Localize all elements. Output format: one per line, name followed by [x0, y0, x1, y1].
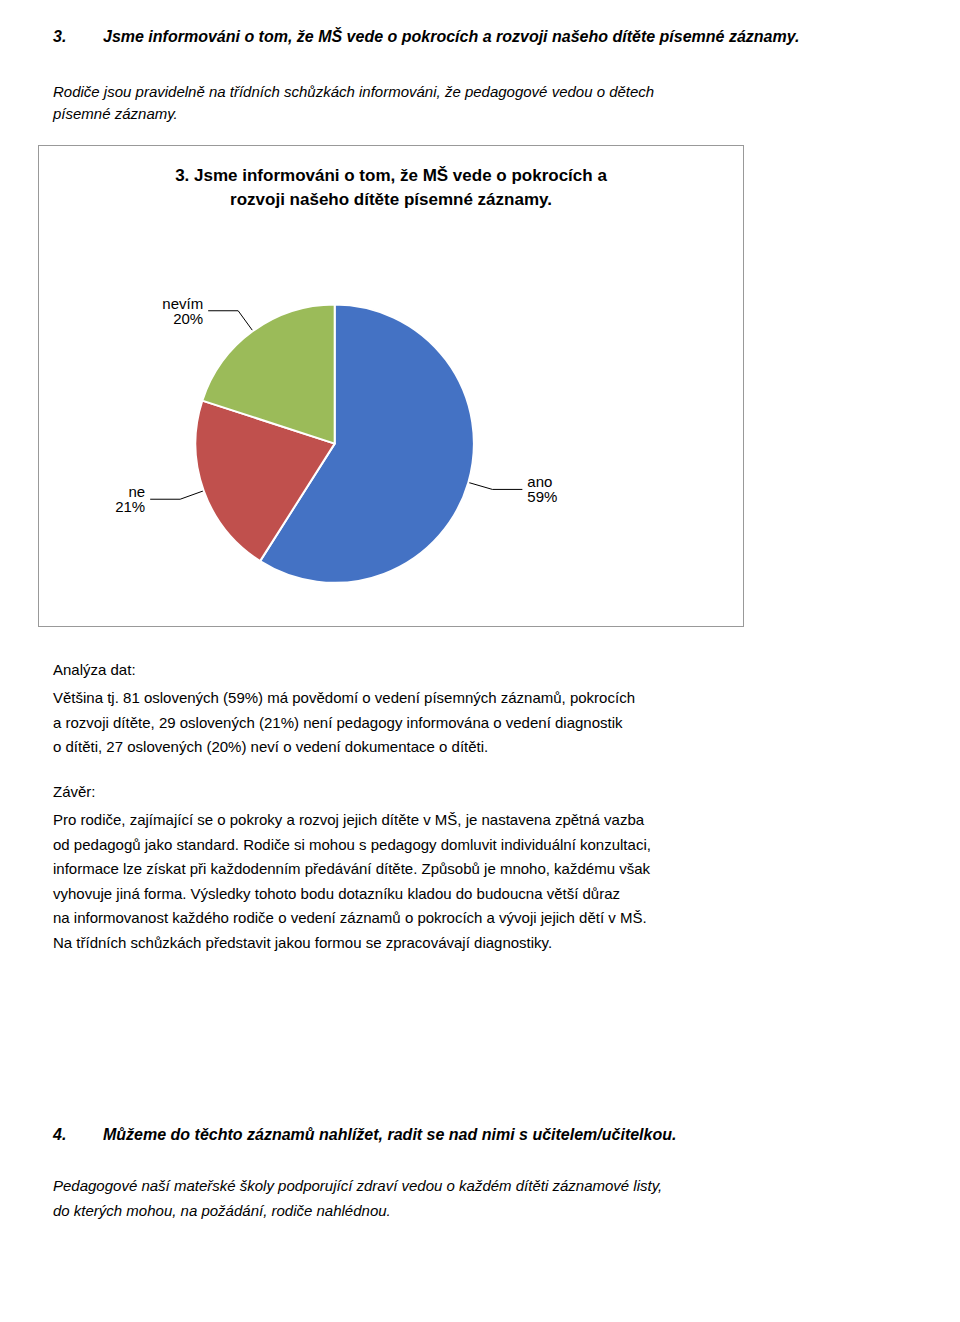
- html-text:od pedagogů jako standard. Rod: od pedagogů jako standard. Rodiče si moh…: [53, 835, 651, 853]
- html-text:Jsme informováni o tom, že MŠ: Jsme informováni o tom, že MŠ vede o pok…: [103, 28, 800, 45]
- svg-text:20%: 20%: [173, 310, 203, 327]
- html-text:na informovanost každého rodič: na informovanost každého rodiče o vedení…: [53, 909, 647, 927]
- html-text:informace lze získat při každo: informace lze získat při každodenním pře…: [53, 860, 650, 878]
- html-text:Na třídních schůzkách představ: Na třídních schůzkách představit jakou f…: [53, 933, 553, 951]
- html-text:vyhovuje jiná forma. Výsledky: vyhovuje jiná forma. Výsledky tohoto bod…: [53, 884, 620, 902]
- html-text:Pro rodiče, zajímající se o po: Pro rodiče, zajímající se o pokroky a ro…: [53, 811, 645, 829]
- svg-text:3. Jsme informováni o tom, že: 3. Jsme informováni o tom, že MŠ vede o …: [175, 166, 607, 185]
- html-text:4.: 4.: [53, 1126, 67, 1143]
- svg-text:21%: 21%: [115, 498, 145, 515]
- svg-text:59%: 59%: [527, 488, 557, 505]
- html-text:Většina tj. 81 oslovených (59%: Většina tj. 81 oslovených (59%) má pověd…: [53, 689, 635, 707]
- html-text:do kterých mohou, na požádání,: do kterých mohou, na požádání, rodiče na…: [53, 1201, 391, 1219]
- svg-text:nevím: nevím: [162, 294, 204, 312]
- html-text:o dítěti, 27 oslovených (20%): o dítěti, 27 oslovených (20%) neví o ved…: [53, 738, 489, 756]
- svg-text:ne: ne: [128, 483, 146, 501]
- html-text:Můžeme do těchto záznamů nahlí: Můžeme do těchto záznamů nahlížet, radit…: [103, 1126, 677, 1143]
- html-text:Rodiče jsou pravidelně na tříd: Rodiče jsou pravidelně na třídních schůz…: [53, 83, 655, 100]
- html-text:Pedagogové naší mateřské školy: Pedagogové naší mateřské školy podporují…: [53, 1177, 663, 1195]
- html-text:Závěr:: Závěr:: [53, 783, 96, 800]
- svg-text:rozvoji našeho dítěte písemné: rozvoji našeho dítěte písemné záznamy.: [230, 190, 552, 209]
- html-text:a rozvoji dítěte, 29 oslovenýc: a rozvoji dítěte, 29 oslovených (21%) ne…: [53, 713, 623, 731]
- html-text:písemné záznamy.: písemné záznamy.: [53, 105, 178, 122]
- svg-text:ano: ano: [527, 473, 553, 491]
- html-text:Analýza dat:: Analýza dat:: [53, 661, 136, 678]
- html-text:3.: 3.: [53, 28, 67, 45]
